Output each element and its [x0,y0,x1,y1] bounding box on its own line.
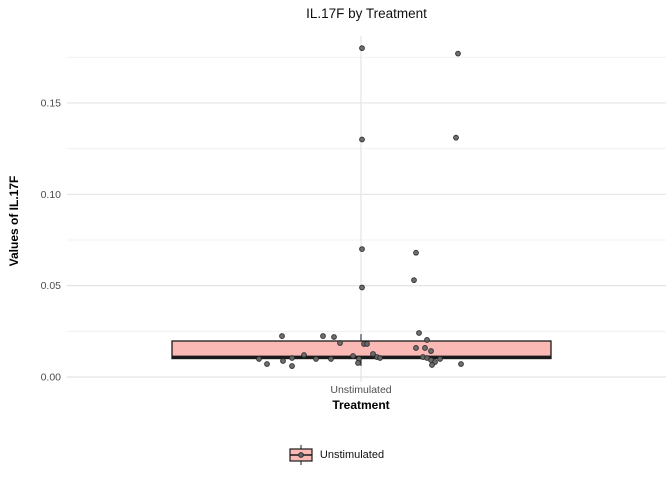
x-axis-title: Treatment [332,398,390,412]
data-point [331,334,337,340]
data-point [289,363,295,369]
data-point [411,277,417,284]
y-tick-label: 0.00 [41,372,62,384]
data-point [453,134,459,141]
data-point [289,355,295,361]
data-point [328,356,334,362]
data-point [279,333,285,339]
data-point [413,249,419,256]
data-point [416,330,422,336]
data-point [337,340,343,346]
data-point [359,284,365,291]
y-tick-label: 0.10 [41,189,62,201]
data-point [256,356,262,362]
data-point [364,341,370,347]
data-point [428,348,434,354]
data-point [359,136,365,143]
data-point [437,356,443,362]
legend-label: Unstimulated [319,449,385,461]
data-point [264,361,270,367]
data-point [359,45,365,52]
x-tick-label: Unstimulated [330,384,392,396]
data-point [455,50,461,57]
data-point [359,246,365,253]
data-point [320,333,326,339]
data-point [422,345,428,351]
data-point [280,358,286,364]
data-point [458,361,464,367]
legend-key-boxplot-icon [289,445,313,465]
data-point [413,345,419,351]
legend: Unstimulated [0,443,672,467]
data-point [313,356,319,362]
data-point [301,352,307,358]
plot-title: IL.17F by Treatment [306,6,427,21]
data-point [429,362,435,368]
data-point [377,355,383,361]
data-point [355,360,361,366]
y-tick-label: 0.15 [41,97,62,109]
data-point [370,351,376,357]
y-tick-label: 0.05 [41,280,62,292]
legend-point [297,452,304,458]
data-point [424,337,430,343]
data-point [350,353,356,359]
